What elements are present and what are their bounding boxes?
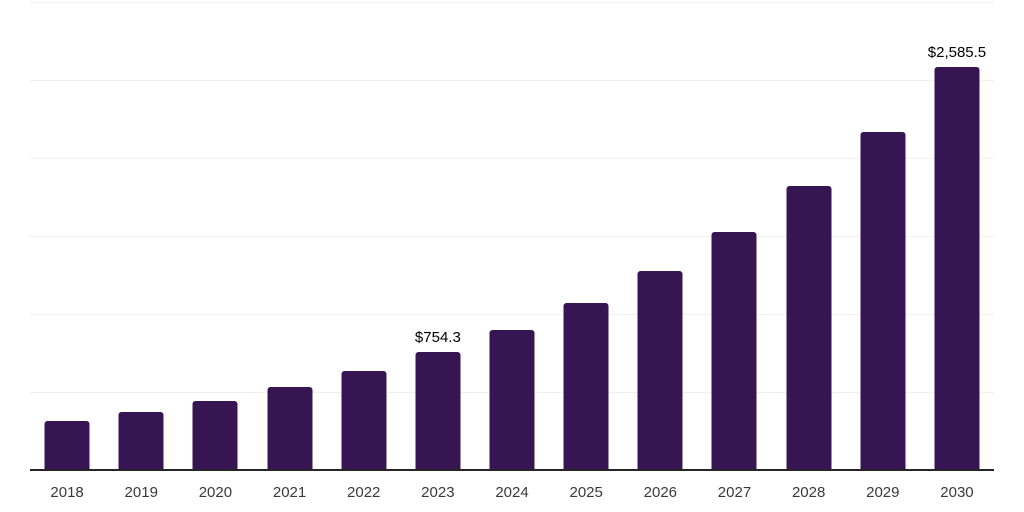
bar-slot-2025 xyxy=(549,2,623,470)
bar-slot-2027 xyxy=(697,2,771,470)
bar-2019 xyxy=(118,411,164,470)
x-tick-2030: 2030 xyxy=(940,484,974,501)
gridline-2500 xyxy=(30,80,994,81)
x-axis-tick-labels: 2018 2019 2020 2021 2022 2023 2024 2025 2026 2027… xyxy=(30,484,994,501)
bar-slot-2026 xyxy=(623,2,697,470)
x-tick-2021: 2021 xyxy=(272,484,307,501)
bar-2025 xyxy=(563,302,609,470)
plot-area: $754.3 $2,585.5 xyxy=(30,2,994,471)
x-tick-2026: 2026 xyxy=(643,484,678,501)
bar-2030 xyxy=(934,66,980,470)
gridline-3000 xyxy=(30,2,994,3)
bar-slot-2022 xyxy=(327,2,401,470)
x-tick-2023: 2023 xyxy=(421,484,455,501)
bar-2021 xyxy=(267,387,313,470)
x-tick-2025: 2025 xyxy=(569,484,603,501)
gridline-1000 xyxy=(30,314,994,315)
bar-2023 xyxy=(415,352,461,470)
bar-2028 xyxy=(786,186,832,470)
bar-slot-2028 xyxy=(772,2,846,470)
gridline-1500 xyxy=(30,236,994,237)
x-tick-2018: 2018 xyxy=(50,484,84,501)
bar-slot-2021 xyxy=(252,2,326,470)
x-tick-2020: 2020 xyxy=(198,484,233,501)
x-tick-2028: 2028 xyxy=(791,484,826,501)
bar-2018 xyxy=(44,421,90,470)
bar-slot-2018 xyxy=(30,2,104,470)
x-tick-2024: 2024 xyxy=(495,484,529,501)
gridline-2000 xyxy=(30,158,994,159)
bar-2024 xyxy=(489,329,535,470)
value-label-2023: $754.3 xyxy=(414,329,461,347)
bar-2029 xyxy=(860,131,906,470)
bar-slot-2029 xyxy=(846,2,920,470)
bar-slot-2019 xyxy=(104,2,178,470)
bar-slot-2023: $754.3 xyxy=(401,2,475,470)
bar-2026 xyxy=(637,270,683,470)
bar-2027 xyxy=(711,232,757,470)
bar-slot-2030: $2,585.5 xyxy=(920,2,994,470)
x-tick-2029: 2029 xyxy=(866,484,900,501)
x-axis-line xyxy=(30,469,994,471)
x-tick-2027: 2027 xyxy=(717,484,752,501)
bar-2020 xyxy=(192,400,238,470)
value-label-2030: $2,585.5 xyxy=(927,43,987,61)
x-tick-2022: 2022 xyxy=(347,484,381,501)
bar-slot-2020 xyxy=(178,2,252,470)
bars-container: $754.3 $2,585.5 xyxy=(30,2,994,470)
bar-2022 xyxy=(341,371,387,470)
bar-slot-2024 xyxy=(475,2,549,470)
x-tick-2019: 2019 xyxy=(124,484,158,501)
